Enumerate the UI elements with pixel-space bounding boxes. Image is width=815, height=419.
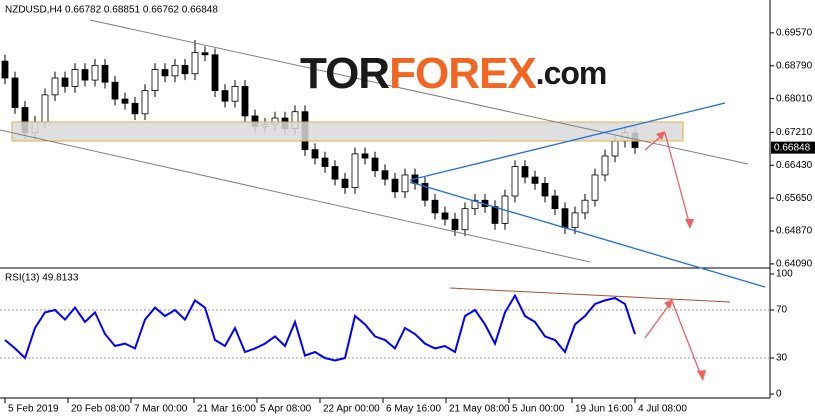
y-tick-label: 0.69570	[776, 28, 813, 39]
candle-body	[601, 155, 609, 176]
candle-body	[161, 69, 169, 77]
y-tick-label: 100	[776, 269, 793, 280]
x-tick-label: 7 Mar 00:00	[134, 404, 188, 415]
candle-body	[221, 90, 229, 102]
candle-body	[461, 208, 469, 231]
watermark-part: TOR	[300, 49, 389, 98]
candle-body	[151, 69, 159, 92]
candle-body	[211, 54, 219, 92]
y-tick-label: 0.68010	[776, 93, 813, 104]
candle-body	[241, 86, 249, 117]
indicator-title: RSI(13) 49.8133	[5, 273, 79, 284]
arrow-head	[685, 219, 694, 229]
price-label: 0.66848	[774, 142, 811, 153]
candle-body	[201, 52, 209, 56]
candle-body	[421, 182, 429, 201]
candle-body	[91, 64, 99, 81]
y-tick-label: 0.65650	[776, 193, 813, 204]
candle-body	[331, 166, 339, 180]
candle-body	[121, 98, 129, 104]
x-tick-label: 4 Jul 08:00	[638, 404, 687, 415]
forecast-arrow	[644, 131, 691, 227]
resistance-zone	[11, 121, 684, 142]
candle-body	[581, 199, 589, 214]
x-tick-label: 20 Feb 08:00	[71, 404, 130, 415]
candle-body	[541, 182, 549, 197]
candle-body	[11, 77, 19, 108]
candle-body	[61, 77, 69, 87]
annotations	[0, 19, 766, 381]
x-tick-label: 22 Apr 00:00	[323, 404, 380, 415]
candle-body	[391, 178, 399, 193]
candle-body	[231, 86, 239, 102]
channel-line	[89, 19, 749, 165]
candle-body	[81, 69, 89, 81]
candle-body	[171, 64, 179, 77]
candle-body	[491, 206, 499, 224]
candle-body	[191, 52, 199, 75]
rsi-line	[4, 293, 636, 362]
candle-body	[381, 170, 389, 180]
x-tick-label: 21 Mar 16:00	[197, 404, 256, 415]
candle-body	[141, 90, 149, 115]
divergence-line	[449, 287, 731, 303]
channel-line	[0, 129, 591, 263]
x-tick-label: 5 Feb 2019	[8, 404, 59, 415]
candle-body	[51, 77, 59, 96]
candle-body	[611, 140, 619, 157]
y-tick-label: 0.67210	[776, 127, 813, 138]
y-tick-label: 0.64090	[776, 259, 813, 270]
candle-body	[351, 153, 359, 188]
candle-body	[41, 94, 49, 123]
candle-body	[521, 166, 529, 178]
arrow-head	[664, 299, 673, 309]
x-tick-label: 6 May 16:00	[386, 404, 441, 415]
x-tick-label: 21 May 08:00	[449, 404, 510, 415]
watermark-part: .com	[536, 55, 607, 91]
candle-body	[531, 176, 539, 184]
candle-body	[361, 153, 369, 159]
candle-body	[341, 178, 349, 188]
y-tick-label: 30	[776, 353, 788, 364]
watermark-part: FOREX	[389, 49, 536, 98]
candle-body	[371, 157, 379, 172]
candle-body	[551, 195, 559, 210]
trend-line	[409, 102, 726, 181]
candle-body	[131, 102, 139, 115]
y-tick-label: 0.68790	[776, 60, 813, 71]
candle-body	[451, 218, 459, 231]
trend-line	[409, 181, 766, 288]
candle-body	[471, 199, 479, 210]
watermark: TORFOREX.com	[300, 49, 606, 98]
x-tick-label: 5 Jun 00:00	[512, 404, 565, 415]
candle-body	[1, 60, 9, 79]
y-tick-label: 0.66430	[776, 160, 813, 171]
candle-body	[181, 64, 189, 75]
candle-body	[431, 199, 439, 214]
candle-body	[511, 166, 519, 197]
candle-body	[401, 174, 409, 193]
candle-body	[311, 149, 319, 159]
candle-body	[571, 212, 579, 229]
price-label-box	[771, 141, 815, 154]
candle-body	[561, 208, 569, 229]
y-tick-label: 0.64870	[776, 226, 813, 237]
candle-body	[591, 174, 599, 201]
x-tick-label: 19 Jun 16:00	[575, 404, 633, 415]
arrow-head	[656, 131, 665, 140]
candle-body	[111, 81, 119, 100]
candle-body	[71, 69, 79, 87]
x-tick-label: 5 Apr 08:00	[260, 404, 312, 415]
arrow-head	[697, 370, 706, 381]
candle-body	[441, 212, 449, 220]
chart-title: NZDUSD,H4 0.66782 0.68851 0.66762 0.6684…	[5, 5, 218, 16]
candle-body	[101, 64, 109, 83]
candle-body	[321, 157, 329, 167]
y-tick-label: 0	[776, 389, 782, 400]
y-tick-label: 70	[776, 305, 788, 316]
